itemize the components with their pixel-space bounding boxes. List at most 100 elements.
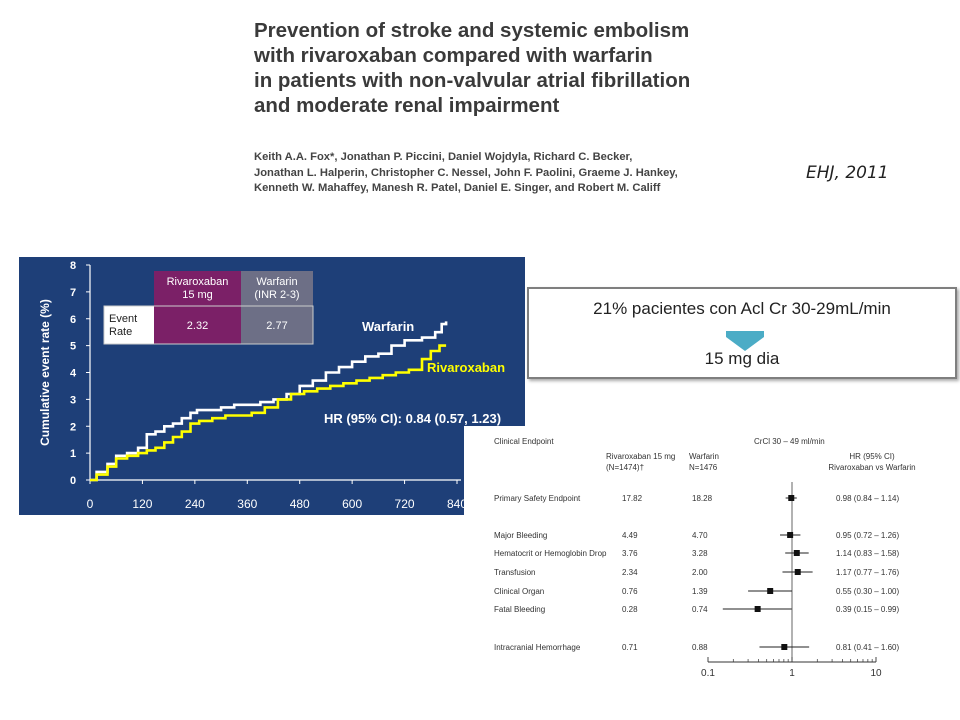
y-tick-label: 1 <box>70 448 76 460</box>
paper-authors: Keith A.A. Fox*, Jonathan P. Piccini, Da… <box>254 150 784 197</box>
table-header-warfarin: Warfarin <box>256 276 297 288</box>
y-tick-label: 5 <box>70 341 76 353</box>
table-row-label: Event <box>109 313 137 325</box>
table-header-rivaroxaban: Rivaroxaban <box>167 276 229 288</box>
y-tick-label: 7 <box>70 287 76 299</box>
y-tick-label: 6 <box>70 314 76 326</box>
forest-point <box>794 569 801 575</box>
table-header-warfarin: (INR 2-3) <box>254 289 299 301</box>
x-tick-label: 480 <box>290 497 310 511</box>
table-header-cell-rivaroxaban <box>154 271 241 306</box>
title-line: with rivaroxaban compared with warfarin <box>254 44 653 67</box>
warfarin-label: Warfarin <box>362 319 414 334</box>
forest-point <box>793 550 800 556</box>
forest-row-rivaroxaban: 2.34 <box>622 568 638 577</box>
title-line: in patients with non-valvular atrial fib… <box>254 69 691 92</box>
forest-plot-svg: Clinical Endpoint CrCl 30 – 49 ml/min Riva… <box>494 437 916 679</box>
table-value-warfarin: 2.77 <box>266 320 287 332</box>
forest-row-rivaroxaban: 0.71 <box>622 643 638 652</box>
y-tick-label: 4 <box>70 368 77 380</box>
callout-dose: 15 mg dia <box>704 349 780 368</box>
table-border <box>103 305 314 345</box>
forest-row-hr: 1.14 (0.83 – 1.58) <box>836 549 899 558</box>
title-line: Prevention of stroke and systemic emboli… <box>254 19 690 42</box>
forest-row-rivaroxaban: 17.82 <box>622 494 643 503</box>
forest-point <box>787 532 794 538</box>
y-tick-label: 8 <box>70 260 76 272</box>
forest-row-hr: 0.55 (0.30 – 1.00) <box>836 587 899 596</box>
forest-row-label: Clinical Organ <box>494 587 544 596</box>
y-tick-label: 0 <box>70 475 76 487</box>
series-line-rivaroxaban <box>90 344 447 482</box>
x-tick-label: 840 <box>447 497 467 511</box>
x-tick-label: 0 <box>87 497 94 511</box>
table-row-label: Rate <box>109 326 132 338</box>
forest-row-warfarin: 18.28 <box>692 494 713 503</box>
x-tick-label: 600 <box>342 497 362 511</box>
forest-row-hr: 0.81 (0.41 – 1.60) <box>836 643 899 652</box>
table-value-rivaroxaban: 2.32 <box>187 320 208 332</box>
forest-plot: Clinical Endpoint CrCl 30 – 49 ml/min Riva… <box>464 426 940 686</box>
author-line: Jonathan L. Halperin, Christopher C. Nes… <box>254 166 678 179</box>
table-header-cell-warfarin <box>241 271 313 306</box>
forest-row-rivaroxaban: 3.76 <box>622 549 638 558</box>
forest-row-label: Intracranial Hemorrhage <box>494 643 581 652</box>
author-line: Keith A.A. Fox*, Jonathan P. Piccini, Da… <box>254 151 633 163</box>
forest-point <box>781 644 788 650</box>
forest-row-label: Transfusion <box>494 568 536 577</box>
forest-tick-label: 1 <box>789 668 795 679</box>
forest-row-warfarin: 2.00 <box>692 568 708 577</box>
forest-header-warfarin: Warfarin <box>689 452 719 461</box>
kaplan-meier-chart: 0 1 2 3 4 5 6 7 8 0 120 240 360 480 600 720 840 Cumulativ… <box>19 257 525 515</box>
forest-point <box>788 495 795 501</box>
table-row-label-cell <box>104 306 154 344</box>
table-value-cell-warfarin <box>241 306 313 344</box>
forest-tick-label: 10 <box>870 668 882 679</box>
callout-text: 21% pacientes con Acl Cr 30-29mL/min <box>593 299 891 318</box>
paper-title: Prevention of stroke and systemic emboli… <box>254 18 774 118</box>
forest-point <box>754 606 761 612</box>
forest-header-rivaroxaban: Rivaroxaban 15 mg <box>606 452 675 461</box>
forest-header-endpoint: Clinical Endpoint <box>494 437 554 446</box>
forest-row-hr: 1.17 (0.77 – 1.76) <box>836 568 899 577</box>
forest-header-rivaroxaban: (N=1474)† <box>606 463 644 472</box>
forest-row-rivaroxaban: 4.49 <box>622 531 638 540</box>
forest-row-label: Major Bleeding <box>494 531 547 540</box>
rivaroxaban-label: Rivaroxaban <box>427 360 505 375</box>
forest-header-hr: HR (95% CI) <box>849 452 895 461</box>
forest-row-hr: 0.98 (0.84 – 1.14) <box>836 494 899 503</box>
arrow-down-icon <box>726 331 764 351</box>
callout-box: 21% pacientes con Acl Cr 30-29mL/min 15 … <box>527 287 957 379</box>
forest-row-warfarin: 3.28 <box>692 549 708 558</box>
forest-row-warfarin: 0.74 <box>692 605 708 614</box>
forest-header-crcl: CrCl 30 – 49 ml/min <box>754 437 825 446</box>
forest-row-hr: 0.95 (0.72 – 1.26) <box>836 531 899 540</box>
y-tick-label: 3 <box>70 394 76 406</box>
table-header-rivaroxaban: 15 mg <box>182 289 213 301</box>
forest-row-warfarin: 1.39 <box>692 587 708 596</box>
x-tick-label: 240 <box>185 497 205 511</box>
x-tick-label: 360 <box>237 497 257 511</box>
forest-row-warfarin: 4.70 <box>692 531 708 540</box>
forest-row-rivaroxaban: 0.76 <box>622 587 638 596</box>
y-tick-label: 2 <box>70 421 76 433</box>
forest-row-label: Hematocrit or Hemoglobin Drop <box>494 549 607 558</box>
forest-row-rivaroxaban: 0.28 <box>622 605 638 614</box>
title-line: and moderate renal impairment <box>254 94 560 117</box>
forest-header-hr: Rivaroxaban vs Warfarin <box>828 463 915 472</box>
journal-reference: EHJ, 2011 <box>806 163 889 183</box>
forest-row-hr: 0.39 (0.15 – 0.99) <box>836 605 899 614</box>
author-line: Kenneth W. Mahaffey, Manesh R. Patel, Da… <box>254 182 661 194</box>
forest-point <box>767 588 774 594</box>
forest-tick-label: 0.1 <box>701 668 715 679</box>
x-tick-label: 120 <box>132 497 152 511</box>
hazard-ratio-label: HR (95% CI): 0.84 (0.57, 1.23) <box>324 411 501 426</box>
table-value-cell-rivaroxaban <box>154 306 241 344</box>
y-axis-label: Cumulative event rate (%) <box>38 299 52 446</box>
x-tick-label: 720 <box>395 497 415 511</box>
forest-header-warfarin: N=1476 <box>689 463 718 472</box>
forest-row-label: Primary Safety Endpoint <box>494 494 581 503</box>
forest-row-warfarin: 0.88 <box>692 643 708 652</box>
kaplan-meier-svg: 0 1 2 3 4 5 6 7 8 0 120 240 360 480 600 720 840 Cumulativ… <box>19 257 525 515</box>
series-line-warfarin <box>90 321 448 482</box>
